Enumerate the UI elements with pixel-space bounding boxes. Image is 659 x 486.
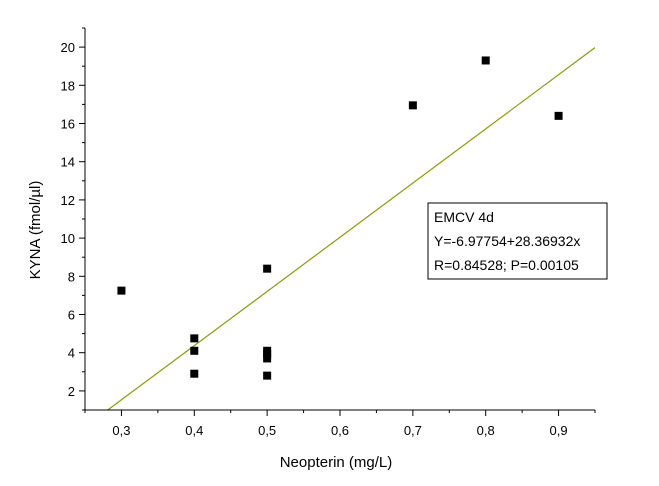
y-axis-title: KYNA (fmol/µl) bbox=[27, 181, 44, 280]
data-point bbox=[190, 334, 199, 343]
x-tick-label: 0,6 bbox=[331, 423, 349, 438]
data-point bbox=[263, 371, 272, 380]
y-tick-label: 12 bbox=[61, 193, 75, 208]
x-tick-label: 0,9 bbox=[550, 423, 568, 438]
x-axis-title: Neopterin (mg/L) bbox=[280, 454, 393, 471]
legend-frame bbox=[427, 202, 608, 280]
y-tick-label: 16 bbox=[61, 117, 75, 132]
legend-statistics: R=0.84528; P=0.00105 bbox=[434, 257, 579, 273]
ticks-layer: 0,3 0,4 0,5 0,6 0,7 0,8 0,9 2 4 6 8 10 12 14 16 18 20 bbox=[61, 27, 596, 438]
x-tick-label: 0,7 bbox=[404, 423, 422, 438]
legend-equation: Y=-6.97754+28.36932x bbox=[434, 233, 580, 249]
y-tick-label: 14 bbox=[61, 155, 75, 170]
x-tick-label: 0,5 bbox=[258, 423, 276, 438]
y-tick-label: 18 bbox=[61, 78, 75, 93]
data-point bbox=[117, 286, 126, 295]
data-point bbox=[263, 349, 272, 358]
x-tick-label: 0,3 bbox=[112, 423, 130, 438]
data-point bbox=[408, 101, 417, 110]
legend-box: EMCV 4d Y=-6.97754+28.36932x R=0.84528; … bbox=[427, 202, 608, 280]
y-tick-label: 6 bbox=[68, 308, 75, 323]
y-tick-label: 10 bbox=[61, 231, 75, 246]
y-tick-label: 2 bbox=[68, 384, 75, 399]
data-point bbox=[190, 346, 199, 355]
data-point bbox=[481, 56, 490, 65]
x-tick-label: 0,8 bbox=[477, 423, 495, 438]
points-layer bbox=[117, 56, 563, 380]
data-point bbox=[263, 354, 272, 363]
y-tick-label: 8 bbox=[68, 269, 75, 284]
regression-line bbox=[107, 47, 596, 411]
y-tick-label: 4 bbox=[68, 346, 75, 361]
legend-title: EMCV 4d bbox=[434, 209, 494, 225]
data-point bbox=[554, 111, 563, 120]
data-point bbox=[190, 369, 199, 378]
y-tick-label: 20 bbox=[61, 40, 75, 55]
data-point bbox=[263, 264, 272, 273]
x-tick-label: 0,4 bbox=[185, 423, 203, 438]
fit-layer bbox=[107, 47, 596, 411]
